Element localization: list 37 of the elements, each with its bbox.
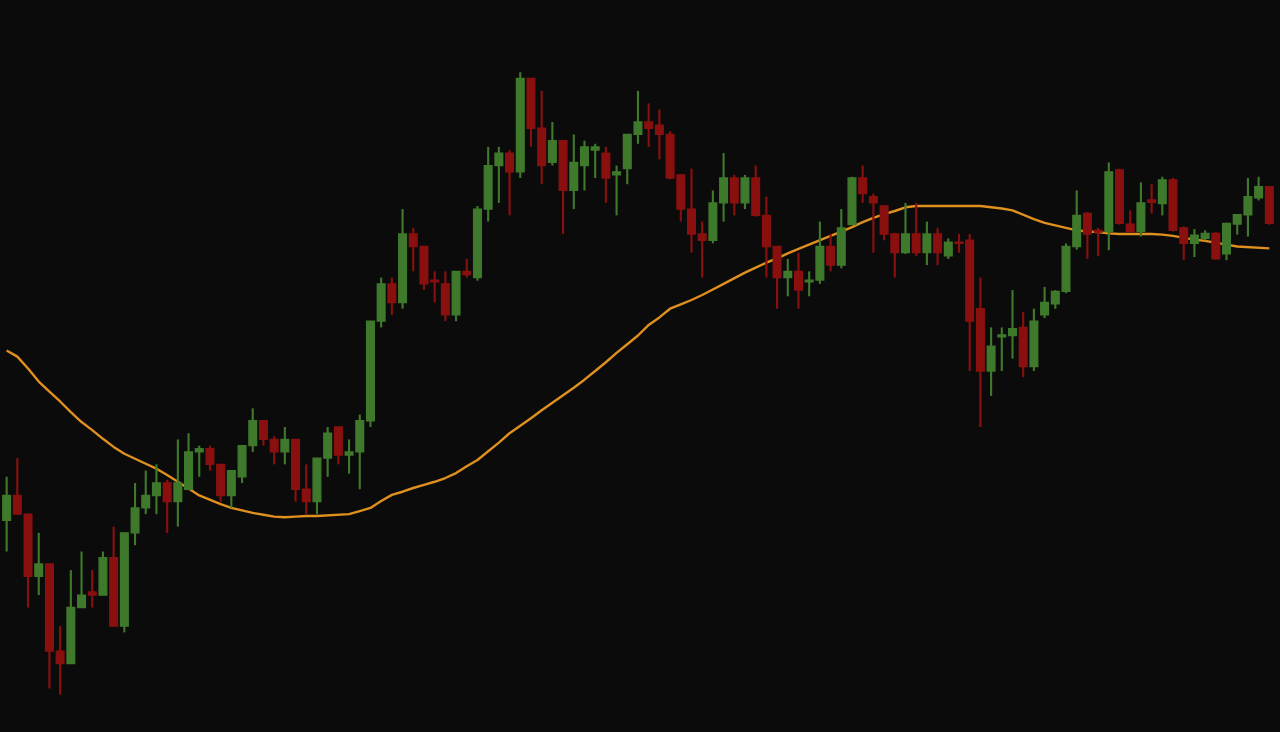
candlestick	[601, 145, 611, 204]
candlestick	[451, 270, 461, 323]
candlestick	[986, 326, 996, 397]
candlestick	[826, 232, 836, 273]
candlestick	[440, 270, 450, 323]
candlestick	[1264, 185, 1274, 226]
candlestick	[1029, 307, 1039, 373]
candlestick	[740, 173, 750, 211]
candlestick	[783, 257, 793, 298]
candlestick	[729, 173, 739, 217]
candlestick	[612, 164, 622, 217]
candlestick	[868, 192, 878, 254]
candlestick	[900, 201, 911, 256]
candlestick	[943, 237, 953, 260]
candlestick	[1018, 310, 1028, 379]
candlestick	[280, 425, 290, 466]
candlestick	[505, 148, 515, 217]
candlestick	[34, 531, 44, 597]
candlestick	[98, 550, 108, 597]
candlestick	[911, 201, 921, 257]
candlestick	[933, 226, 943, 267]
candlestick	[793, 251, 803, 310]
candlestick	[162, 478, 172, 534]
candlestick	[1157, 175, 1167, 217]
candlestick	[2, 475, 12, 553]
candlestick	[462, 257, 472, 279]
candlestick	[858, 164, 868, 204]
candlestick	[847, 175, 857, 226]
candlestick	[387, 276, 397, 317]
candlestick	[1136, 181, 1146, 238]
candlestick	[922, 220, 932, 267]
candlestick	[1211, 231, 1221, 261]
candlestick	[333, 425, 343, 466]
candlestick	[1147, 183, 1157, 215]
candlestick	[87, 569, 97, 609]
candlestick	[547, 120, 557, 167]
candlestick	[836, 208, 846, 270]
